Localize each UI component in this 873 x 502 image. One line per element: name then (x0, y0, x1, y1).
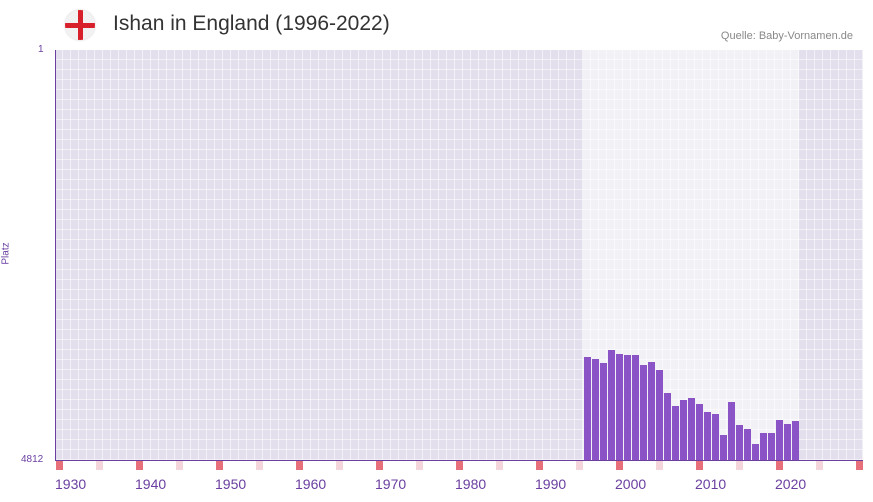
y-axis-label: Platz (0, 242, 12, 265)
bar-1996 (584, 356, 591, 460)
half-decade-mark (336, 461, 343, 470)
half-decade-mark (256, 461, 263, 470)
bar-2004 (648, 361, 655, 460)
half-decade-mark (96, 461, 103, 470)
bar-2020 (776, 420, 783, 460)
plot-area (55, 50, 863, 460)
chart-title: Ishan in England (1996-2022) (113, 12, 390, 35)
decade-mark (216, 461, 223, 470)
bar-2019 (768, 432, 775, 460)
source-label: Quelle: Baby-Vornamen.de (720, 30, 853, 42)
half-decade-mark (656, 461, 663, 470)
bar-1999 (608, 349, 615, 460)
bar-1997 (592, 359, 599, 460)
half-decade-mark (416, 461, 423, 470)
x-tick-label: 2020 (775, 476, 807, 492)
decade-mark (376, 461, 383, 470)
y-axis-line (55, 50, 56, 461)
bar-2000 (616, 353, 623, 460)
decade-mark (776, 461, 783, 470)
bar-2006 (664, 393, 671, 460)
x-tick-label: 1960 (295, 476, 327, 492)
half-decade-mark (576, 461, 583, 470)
half-decade-mark (496, 461, 503, 470)
y-tick-label: 4812 (21, 454, 44, 465)
bar-2003 (640, 364, 647, 460)
x-tick-label: 1940 (135, 476, 167, 492)
bar-2002 (632, 355, 639, 460)
decade-mark (296, 461, 303, 470)
decade-mark (696, 461, 703, 470)
bar-2005 (656, 370, 663, 460)
bar-2001 (624, 355, 631, 460)
bar-2017 (752, 443, 759, 460)
bar-2013 (720, 435, 727, 460)
x-tick-label: 1970 (375, 476, 407, 492)
x-tick-label: 1930 (55, 476, 87, 492)
x-tick-label: 2000 (615, 476, 647, 492)
bar-2021 (784, 424, 791, 460)
bar-2010 (696, 404, 703, 460)
x-tick-label: 1950 (215, 476, 247, 492)
decade-mark (616, 461, 623, 470)
y-tick-label: 1 (38, 44, 44, 55)
half-decade-mark (736, 461, 743, 470)
x-tick-label: 2010 (695, 476, 727, 492)
bar-2016 (744, 428, 751, 460)
bar-2014 (728, 401, 735, 460)
england-flag-icon (65, 10, 95, 40)
half-decade-mark (816, 461, 823, 470)
decade-mark (456, 461, 463, 470)
bar-1998 (600, 363, 607, 460)
bar-2018 (760, 432, 767, 460)
bar-2008 (680, 400, 687, 460)
bar-2012 (712, 413, 719, 460)
decade-mark (56, 461, 63, 470)
bar-2007 (672, 405, 679, 460)
decade-mark (136, 461, 143, 470)
bar-2022 (792, 420, 799, 460)
bar-2009 (688, 398, 695, 460)
x-axis-line (55, 460, 863, 461)
decade-mark (536, 461, 543, 470)
decade-mark (856, 461, 863, 470)
half-decade-mark (176, 461, 183, 470)
x-tick-label: 1980 (455, 476, 487, 492)
x-tick-label: 1990 (535, 476, 567, 492)
bar-2015 (736, 424, 743, 460)
bar-2011 (704, 412, 711, 460)
